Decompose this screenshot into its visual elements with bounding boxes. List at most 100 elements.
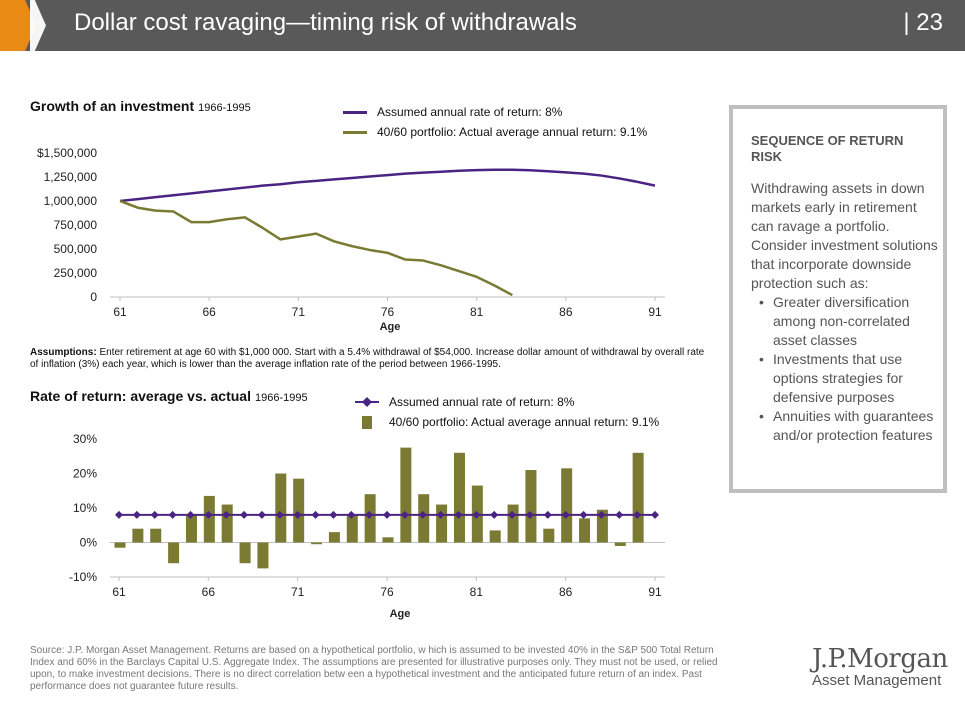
x-tick-label: 71 <box>292 305 306 319</box>
bar-actual-return <box>614 542 626 546</box>
legend-label-actual: 40/60 portfolio: Actual average annual r… <box>377 125 648 139</box>
bar-actual-return <box>203 495 215 543</box>
assumptions-text: Enter retirement at age 60 with $1,000 0… <box>30 347 705 370</box>
marker-assumed-point <box>490 510 499 519</box>
marker-assumed-point <box>597 510 606 519</box>
y-tick-label: 20% <box>73 467 97 481</box>
bar-actual-return <box>418 494 430 543</box>
y-tick-label: 30% <box>73 432 97 446</box>
page-number: | 23 <box>903 9 943 36</box>
bar-actual-return <box>150 528 162 543</box>
marker-assumed-point <box>400 510 409 519</box>
x-axis-title: Age <box>380 321 401 333</box>
marker-assumed-point <box>633 510 642 519</box>
legend-line-assumed-icon <box>343 110 367 114</box>
legend-label-assumed-2: Assumed annual rate of return: 8% <box>389 395 575 409</box>
series-line-assumed <box>119 168 656 203</box>
bar-actual-return <box>132 528 144 543</box>
sidebar-body: Withdrawing assets in down markets early… <box>751 179 939 445</box>
bar-actual-return <box>293 478 305 543</box>
bar-actual-return <box>579 518 591 543</box>
marker-assumed-point <box>115 510 123 519</box>
y-tick-label: -10% <box>69 570 97 584</box>
growth-chart-title: Growth of an investment 1966-1995 <box>30 98 251 114</box>
x-tick-label: 81 <box>470 305 484 319</box>
bar-actual-return <box>275 473 287 543</box>
bar-actual-return <box>543 528 555 543</box>
marker-assumed-point <box>525 510 534 519</box>
source-note: Source: J.P. Morgan Asset Management. Re… <box>30 645 718 692</box>
bar-actual-return <box>257 542 269 569</box>
bar-actual-return <box>221 504 233 543</box>
x-tick-label: 86 <box>559 305 573 319</box>
assumptions-note: Assumptions: Enter retirement at age 60 … <box>30 347 710 371</box>
growth-chart-title-years: 1966-1995 <box>198 102 251 114</box>
bar-actual-return <box>507 504 519 543</box>
bar-actual-return <box>239 542 251 564</box>
bar-actual-return <box>453 452 465 543</box>
marker-assumed-point <box>257 510 266 519</box>
series-line-actual <box>119 199 513 297</box>
marker-assumed-point <box>150 510 159 519</box>
y-tick-label: 10% <box>73 501 97 515</box>
x-tick-label: 91 <box>648 585 662 599</box>
marker-assumed-point <box>311 510 320 519</box>
marker-assumed-point <box>222 510 231 519</box>
x-tick-label: 61 <box>113 305 127 319</box>
marker-assumed-point <box>615 510 624 519</box>
bar-actual-return <box>114 542 126 548</box>
marker-assumed-point <box>579 510 588 519</box>
growth-chart-title-text: Growth of an investment <box>30 98 195 114</box>
marker-assumed-point <box>329 510 338 519</box>
jpmorgan-logo: J.P.Morgan Asset Management <box>812 644 962 689</box>
x-tick-label: 66 <box>202 585 216 599</box>
sidebar-bullets: Greater diversification among non-correl… <box>751 293 939 445</box>
growth-chart-legend: Assumed annual rate of return: 8% 40/60 … <box>343 102 647 142</box>
bar-actual-return <box>311 542 323 545</box>
x-tick-label: 81 <box>470 585 484 599</box>
legend-item-assumed-2: Assumed annual rate of return: 8% <box>355 392 659 412</box>
y-tick-label: 1,250,000 <box>44 170 98 184</box>
marker-assumed-point <box>365 510 374 519</box>
bar-actual-return <box>561 468 573 543</box>
y-tick-label: $1,500,000 <box>37 146 97 160</box>
legend-bar-icon <box>362 415 372 429</box>
y-tick-label: 750,000 <box>54 218 98 232</box>
legend-item-assumed: Assumed annual rate of return: 8% <box>343 102 647 122</box>
return-chart-legend: Assumed annual rate of return: 8% 40/60 … <box>355 392 659 432</box>
return-chart-title-years: 1966-1995 <box>254 392 308 404</box>
marker-assumed-point <box>543 510 552 519</box>
legend-diamond-line-icon <box>355 397 379 407</box>
logo-main-text: J.P.Morgan <box>812 644 948 674</box>
logo-sub-text: Asset Management <box>812 672 942 689</box>
marker-assumed-point <box>472 510 481 519</box>
bar-actual-return <box>346 514 358 543</box>
assumptions-label: Assumptions: <box>30 347 97 358</box>
marker-assumed-point <box>132 510 141 519</box>
legend-label-actual-2: 40/60 portfolio: Actual average annual r… <box>389 415 660 429</box>
bar-actual-return <box>436 504 448 543</box>
marker-assumed-point <box>240 510 249 519</box>
marker-assumed-point <box>418 510 427 519</box>
header-bar: Dollar cost ravaging—timing risk of with… <box>0 0 965 51</box>
marker-assumed-point <box>383 510 391 519</box>
sequence-risk-box: SEQUENCE OF RETURN RISK Withdrawing asse… <box>729 105 947 493</box>
marker-assumed-point <box>293 510 302 519</box>
bar-actual-return <box>632 452 644 543</box>
legend-line-actual-icon <box>343 130 367 134</box>
x-tick-label: 86 <box>559 585 573 599</box>
sidebar-bullet: Annuities with guarantees and/or protect… <box>759 407 939 445</box>
bar-actual-return <box>364 494 376 543</box>
y-tick-label: 500,000 <box>54 242 98 256</box>
x-tick-label: 76 <box>380 585 394 599</box>
legend-item-actual: 40/60 portfolio: Actual average annual r… <box>343 122 647 142</box>
page-title: Dollar cost ravaging—timing risk of with… <box>74 9 577 36</box>
legend-item-actual-2: 40/60 portfolio: Actual average annual r… <box>355 412 659 432</box>
marker-assumed-point <box>561 510 570 519</box>
bar-actual-return <box>382 537 394 543</box>
sidebar-body-text: Withdrawing assets in down markets early… <box>751 180 938 291</box>
y-tick-label: 1,000,000 <box>44 194 98 208</box>
y-tick-label: 0% <box>80 536 98 550</box>
sidebar-bullet: Investments that use options strategies … <box>759 350 939 407</box>
bar-actual-return <box>596 509 608 543</box>
